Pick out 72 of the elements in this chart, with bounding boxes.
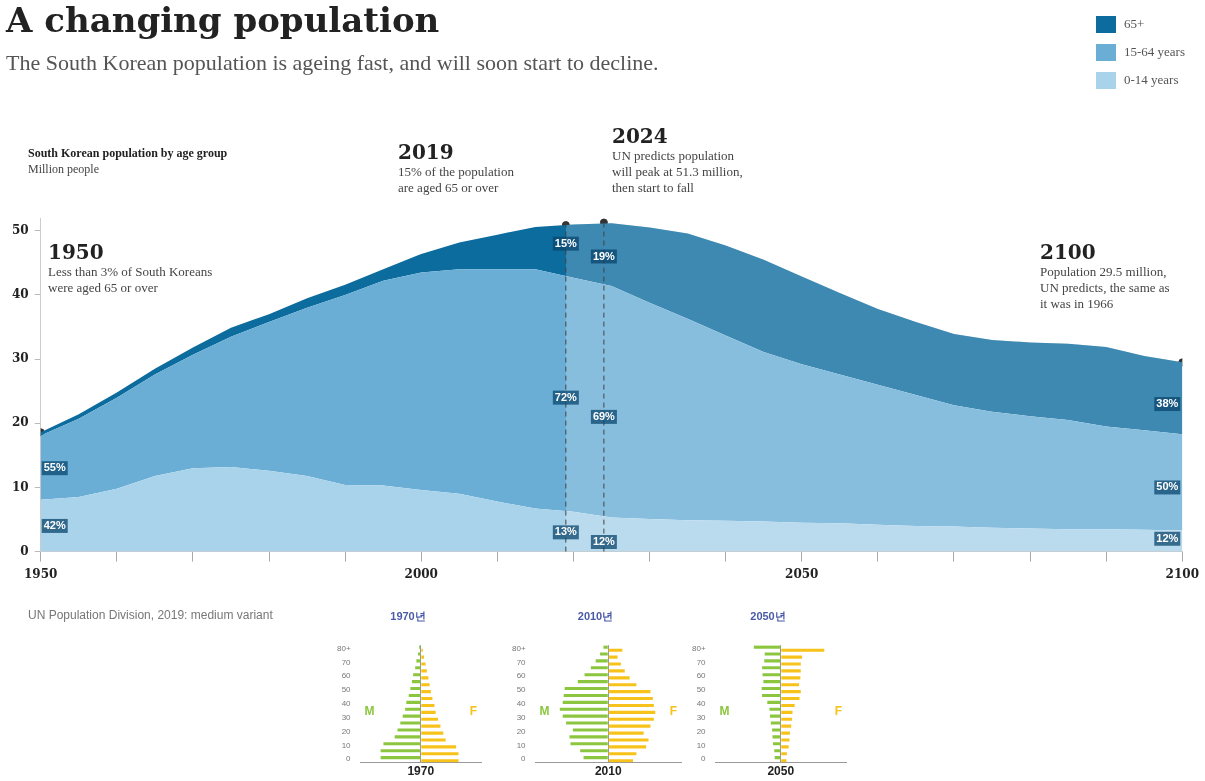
annotation: 72% — [554, 390, 578, 403]
legend-label: 65+ — [1123, 15, 1146, 33]
y-tick-label: 20 — [516, 726, 527, 736]
annotation: 12% — [592, 535, 616, 548]
x-tick-label: 2000 — [404, 566, 438, 581]
text: UN Population Division, 2019: medium variant — [28, 608, 273, 622]
annotation: 15% — [554, 236, 578, 249]
y-tick-label: 0 — [20, 543, 29, 558]
annotation: 1950 Less than 3% of South Koreans were aged 65 or over — [48, 240, 213, 296]
y-tick-label: 30 — [341, 712, 352, 722]
legend-label: 0-14 years — [1123, 71, 1180, 89]
y-tick-label: 80+ — [336, 643, 351, 653]
y-tick-label: 40 — [516, 699, 527, 709]
y-tick-label: 40 — [12, 287, 29, 302]
chart-title: A changing population — [6, 0, 440, 40]
y-tick-label: 0 — [346, 754, 352, 764]
text: 2019 15% of the population are aged 65 or over — [398, 140, 514, 196]
y-tick-label: 70 — [516, 657, 527, 667]
y-tick-label: 0 — [521, 754, 527, 764]
y-tick-label: 0 — [701, 754, 707, 764]
y-tick-label: 10 — [696, 740, 707, 750]
annotation: 19% — [592, 249, 616, 262]
x-tick-label: 2100 — [1165, 566, 1199, 581]
annotation: 13% — [554, 525, 578, 538]
y-tick-label: 50 — [12, 222, 29, 237]
y-tick-label: 60 — [341, 671, 352, 681]
text: South Korean population by age group — [28, 146, 228, 161]
text: F — [834, 704, 842, 719]
y-tick-label: 50 — [341, 685, 352, 695]
y-tick-label: 70 — [341, 657, 352, 667]
chart-title: 1970년 — [390, 609, 426, 622]
series-label: M — [539, 704, 550, 719]
y-axis-title: Million people — [28, 162, 99, 177]
y-tick-label: 40 — [341, 699, 352, 709]
y-tick-label: 10 — [516, 740, 527, 750]
text: M — [719, 704, 730, 719]
x-axis-title: 2050 — [767, 764, 795, 779]
x-axis-title: 2010 — [594, 764, 622, 779]
annotation: 69% — [592, 409, 616, 422]
annotation: 50% — [1156, 480, 1179, 493]
annotation: 42% — [43, 518, 66, 531]
y-tick-label: 50 — [696, 685, 707, 695]
y-tick-label: 50 — [516, 685, 527, 695]
y-tick-label: 70 — [696, 657, 707, 667]
y-tick-label: 20 — [341, 726, 352, 736]
x-tick-label: 2050 — [785, 566, 819, 581]
y-tick-label: 30 — [12, 351, 29, 366]
y-tick-label: 30 — [696, 712, 707, 722]
x-tick-label: 1950 — [24, 566, 58, 581]
chart-title: 2050년 — [750, 609, 786, 622]
annotation: 55% — [43, 461, 66, 474]
y-tick-label: 20 — [12, 415, 29, 430]
legend-label: 15-64 years — [1123, 43, 1185, 61]
y-tick-label: 10 — [341, 740, 352, 750]
y-tick-label: 80+ — [511, 643, 526, 653]
chart-subtitle: The South Korean population is ageing fast, and will soon start to decline. — [6, 50, 659, 76]
text: M — [364, 704, 375, 719]
series-label: F — [669, 704, 677, 719]
y-tick-label: 30 — [516, 712, 527, 722]
x-axis-title: 1970 — [407, 764, 435, 779]
text: F — [469, 704, 477, 719]
y-tick-label: 20 — [696, 726, 707, 736]
annotation: 2100 Population 29.5 million, UN predicts, the same as it was in 1966 — [1040, 240, 1170, 312]
chart-title: 2010년 — [577, 609, 614, 622]
y-tick-label: 60 — [696, 671, 707, 681]
y-tick-label: 40 — [696, 699, 707, 709]
y-tick-label: 10 — [12, 479, 29, 494]
text: 2024 UN predicts population will peak at 51.3 million, then start to fall — [612, 124, 743, 196]
y-tick-label: 80+ — [691, 643, 706, 653]
annotation: 12% — [1156, 531, 1179, 544]
y-tick-label: 60 — [516, 671, 527, 681]
annotation: 38% — [1156, 397, 1179, 410]
